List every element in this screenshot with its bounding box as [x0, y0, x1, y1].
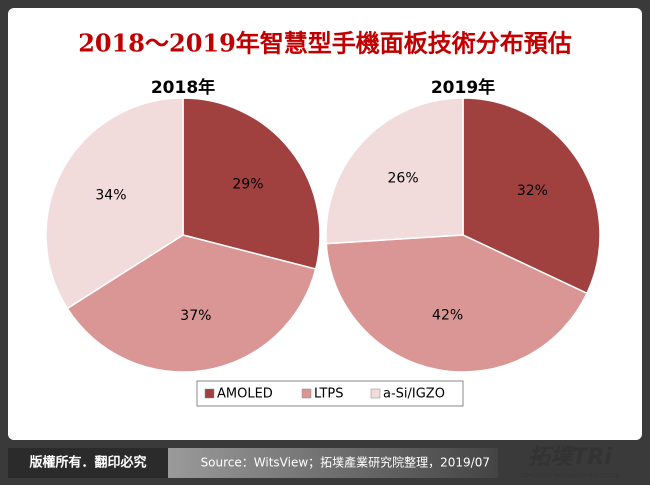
legend-swatch: [301, 388, 312, 399]
legend-label: a-Si/IGZO: [383, 387, 445, 402]
page-title: 2018～2019年智慧型手機面板技術分布預估: [78, 29, 572, 58]
source: Source：WitsView；拓墣產業研究院整理，2019/07: [201, 455, 490, 470]
pie-slice: [45, 97, 184, 310]
logo: 拓墣TRi: [528, 445, 612, 470]
value-label: 34%: [95, 187, 126, 203]
pie-slice: [182, 97, 321, 270]
copyright: 版權所有．翻印必究: [29, 455, 146, 471]
value-label: 32%: [517, 183, 548, 199]
pie-slice: [325, 97, 464, 245]
legend-label: LTPS: [314, 387, 344, 402]
pie-slice: [462, 97, 601, 295]
value-label: 26%: [388, 171, 419, 187]
legend-swatch: [204, 388, 215, 399]
value-label: 37%: [180, 308, 211, 324]
source-bar: [168, 448, 498, 478]
logo-subtitle: TOPOLOGY RESEARCH INSTITUTE: [519, 473, 620, 480]
pie-title: 2018年: [151, 77, 215, 98]
value-label: 42%: [432, 308, 463, 324]
legend-box: [196, 380, 464, 407]
copyright-box: [8, 448, 168, 478]
legend-label: AMOLED: [217, 387, 273, 402]
pie-title: 2019年: [431, 77, 495, 98]
legend-swatch: [370, 388, 381, 399]
pie-slice: [325, 234, 588, 373]
value-label: 29%: [232, 177, 263, 193]
